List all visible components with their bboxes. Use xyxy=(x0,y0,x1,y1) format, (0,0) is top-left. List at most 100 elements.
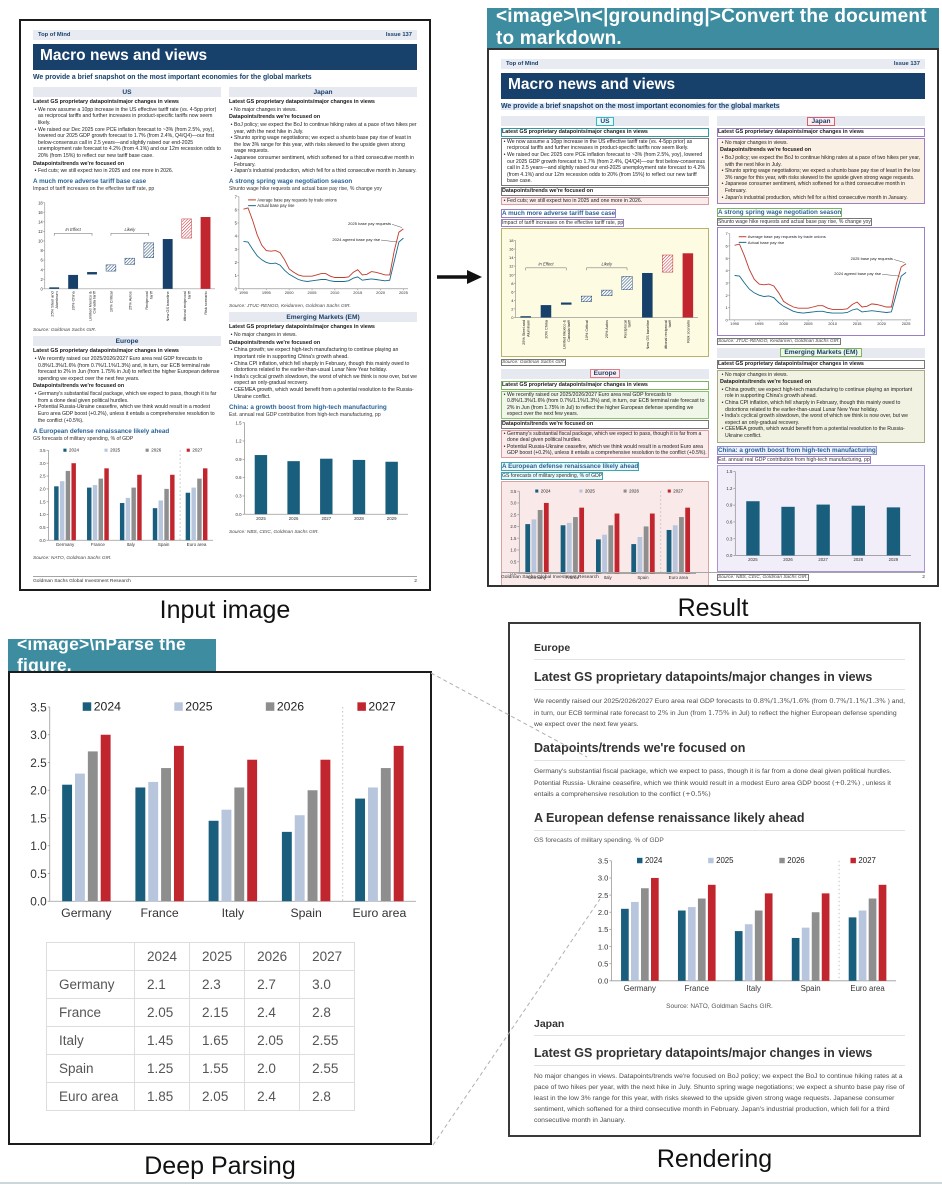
rendered-paragraph: We recently raised our 2025/2026/2027 Eu… xyxy=(534,697,905,728)
bullet-text: BoJ policy; we expect the BoJ to continu… xyxy=(234,122,417,135)
chart-subtitle-text: GS forecasts of military spending, % of … xyxy=(33,435,134,442)
rendered-source-caption: Source: NATO, Goldman Sachs GIR. xyxy=(666,1003,773,1011)
svg-text:3.5: 3.5 xyxy=(40,448,47,453)
bullet-glyph: • xyxy=(230,332,233,339)
bullet-text: China CPI inflation, which fell sharply … xyxy=(725,400,901,413)
math-token: 0.8%/1.3%/1.6% xyxy=(753,697,810,705)
bullet-glyph: • xyxy=(503,138,506,145)
svg-text:Italy: Italy xyxy=(604,575,613,580)
doc-bullet-item: • CEEMEA growth, which would benefit from… xyxy=(720,426,922,439)
svg-text:2026: 2026 xyxy=(289,516,299,521)
bullet-glyph: • xyxy=(230,373,233,380)
chart-title-text: A much more adverse tariff base case xyxy=(33,178,147,186)
svg-text:3: 3 xyxy=(235,247,238,252)
bullet-glyph: • xyxy=(721,181,724,188)
table-cell: France xyxy=(46,998,135,1027)
bullet-list-2: • Germany's substantial fiscal package, w… xyxy=(33,391,221,424)
section-heading1: Latest GS proprietary datapoints/major c… xyxy=(501,380,709,390)
svg-text:10% Critical: 10% Critical xyxy=(585,320,589,340)
svg-text:Euro area: Euro area xyxy=(352,906,406,920)
svg-text:2024: 2024 xyxy=(541,488,551,493)
svg-text:2.0: 2.0 xyxy=(510,524,517,529)
doc-title: Macro news and views xyxy=(33,44,417,70)
svg-text:5: 5 xyxy=(725,256,728,261)
svg-text:2025: 2025 xyxy=(902,321,912,326)
svg-text:Canada tariff: Canada tariff xyxy=(92,291,97,314)
svg-text:Limited Mexico &: Limited Mexico & xyxy=(87,291,92,321)
parsed-data-table: 2024 2025 2026 2027 Germany 2.1 2.3 2.7 3.0 Franc… xyxy=(46,942,356,1111)
chart-subtitle-text: Shunto wage hike requests and actual bas… xyxy=(717,217,872,226)
table-cell: Euro area xyxy=(46,1082,135,1111)
rendered-chart-svg: 0.0 0.5 1.0 1.5 2.0 2.5 3.0 3.5 Germany France Ita… xyxy=(598,856,896,993)
table-header-cell: 2027 xyxy=(299,942,356,971)
region-label-japan: Japan xyxy=(807,116,835,126)
chart-title-text: China: a growth boost from high-tech man… xyxy=(229,403,387,411)
bullet-list-2: • BoJ policy; we expect the BoJ to contin… xyxy=(720,155,922,201)
bullet-list-2: • Fed cuts; we still expect two in 2025 a… xyxy=(501,196,709,206)
chart-subtitle-text: GS forecasts of military spending, % of … xyxy=(501,471,604,480)
bullet-list-2: • China growth; we expect high-tech manuf… xyxy=(229,347,417,400)
svg-text:2024: 2024 xyxy=(69,447,80,452)
bullet-text: Germany's substantial fiscal package, wh… xyxy=(38,391,217,404)
bullet-glyph: • xyxy=(721,400,724,407)
svg-text:2027: 2027 xyxy=(858,856,875,865)
svg-text:Canada tariff: Canada tariff xyxy=(567,319,571,342)
section-heading2: Datapoints/trends we're focused on xyxy=(229,339,321,346)
svg-text:14: 14 xyxy=(509,255,514,260)
source-line: Source: Goldman Sachs GIR. xyxy=(33,328,221,333)
svg-text:Additional reciprocal: Additional reciprocal xyxy=(182,292,187,322)
svg-text:France: France xyxy=(685,984,709,993)
section-heading2: Datapoints/trends we're focused on xyxy=(33,383,125,390)
svg-text:Reciprocal: Reciprocal xyxy=(144,292,149,311)
bullet-text: Japan's industrial production, which fel… xyxy=(725,194,908,201)
source-text: Source: NBS, CEIC, Goldman Sachs GIR. xyxy=(229,529,319,535)
doc-bullet-item: • BoJ policy; we expect the BoJ to contin… xyxy=(229,122,417,135)
doc-bullet-item: • China growth; we expect high-tech manuf… xyxy=(720,387,922,400)
region-label-europe: Europe xyxy=(115,337,139,345)
math-token: (+0.2%) xyxy=(831,778,861,787)
bullet-list-1: • We now assume a 10pp increase in the US… xyxy=(33,107,221,160)
section-heading1: Latest GS proprietary datapoints/major c… xyxy=(229,324,375,331)
bullet-text: India's cyclical growth slowdown, the wo… xyxy=(234,373,417,387)
region-label-us: US xyxy=(596,116,614,126)
deep-parsing-panel: 0.0 0.5 1.0 1.5 2.0 2.5 3.0 3.5 Germany France Ita… xyxy=(8,671,432,1145)
math-token: 0.7%/1.1%/1.3% xyxy=(829,697,886,705)
chart-svg-em_china: 0.0 0.3 0.6 0.9 1.2 1.5 2025 2026 2027 2028 2029 xyxy=(236,420,408,521)
table-header-row: 2024 2025 2026 2027 xyxy=(46,942,356,971)
bullet-text: No major changes in views. xyxy=(725,371,788,378)
doc-bullet-item: • Japan's industrial production, which fe… xyxy=(229,168,417,175)
svg-text:Germany: Germany xyxy=(528,575,547,580)
svg-text:2027: 2027 xyxy=(818,557,828,562)
bullet-glyph: • xyxy=(721,194,724,201)
section-heading1: Latest GS proprietary datapoints/major c… xyxy=(33,348,179,355)
bullet-text: We recently raised our 2025/2026/2027 Eu… xyxy=(38,356,220,382)
bullet-glyph: • xyxy=(230,122,233,129)
chart-subtitle-emerging-markets-em-: Est. annual real GDP contribution from h… xyxy=(229,412,417,418)
svg-text:2: 2 xyxy=(511,306,514,311)
bullet-text: No major changes in views. xyxy=(234,332,297,339)
math-token: 1.75% xyxy=(708,708,730,717)
svg-text:Euro area: Euro area xyxy=(850,984,885,993)
table-row: Euro area 1.85 2.05 2.4 2.8 xyxy=(46,1082,356,1111)
doc-bullet-item: • Japan's industrial production, which fe… xyxy=(720,195,922,202)
svg-text:In Effect: In Effect xyxy=(65,227,81,232)
svg-text:2026: 2026 xyxy=(277,700,304,714)
rendered-paragraph: Germany's substantial fiscal package, wh… xyxy=(534,767,892,799)
gs-document-grounded: Top of Mind Issue 137 Macro news and views… xyxy=(489,50,937,585)
doc-issue: Issue 137 xyxy=(893,61,920,67)
svg-text:Spain: Spain xyxy=(801,984,821,993)
table-header-cell: 2026 xyxy=(244,942,301,971)
svg-text:0: 0 xyxy=(511,315,514,320)
table-row: France 2.05 2.15 2.4 2.8 xyxy=(46,998,356,1027)
table-cell: 2.8 xyxy=(299,998,356,1027)
region-band-japan: Japan xyxy=(717,116,925,126)
bullet-text: Japanese consumer sentiment, which softe… xyxy=(725,181,906,195)
table-cell: 1.65 xyxy=(189,1026,246,1055)
svg-text:16: 16 xyxy=(509,246,514,251)
chart-svg-europe_military: 0.0 0.5 1.0 1.5 2.0 2.5 3.0 3.5 Germany France Ita… xyxy=(510,488,696,580)
svg-text:Euro area: Euro area xyxy=(669,575,689,580)
rendered-h3: Datapoints/trends we're focused on xyxy=(534,741,905,761)
chart-subtitle-text: Impact of tariff increases on the effect… xyxy=(33,186,155,193)
bullet-glyph: • xyxy=(230,168,233,175)
svg-text:3.5: 3.5 xyxy=(30,700,47,714)
